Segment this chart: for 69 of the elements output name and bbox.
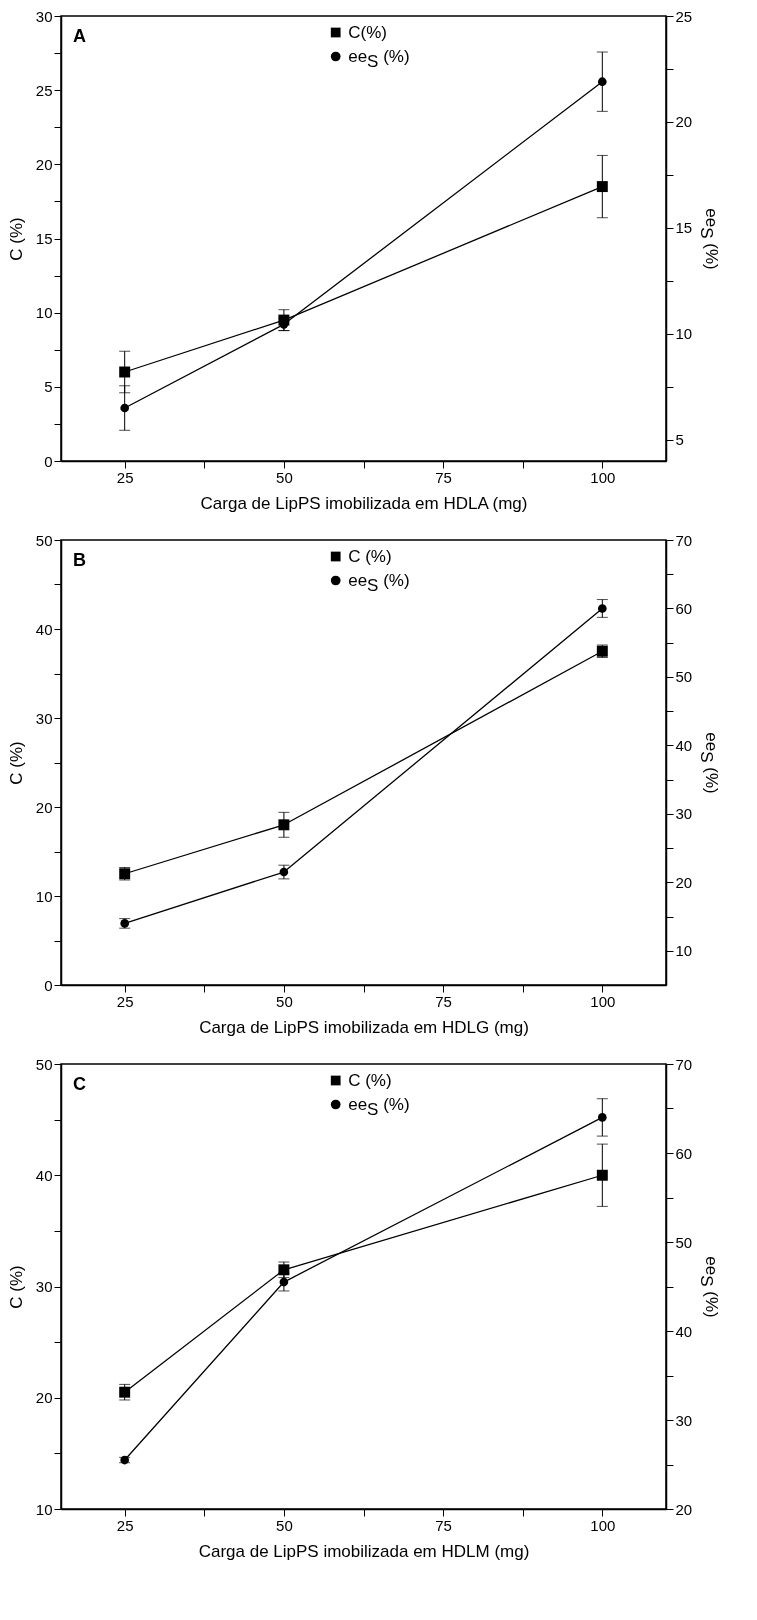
x-tick-label: 25 — [116, 992, 134, 1010]
point — [596, 1169, 608, 1181]
x-axis-title: Carga de LipPS imobilizada em HDLG (mg) — [199, 1017, 529, 1037]
y2-tick-label: 25 — [675, 7, 693, 25]
y2-tick-label: 50 — [675, 1233, 693, 1251]
y-tick-label: 20 — [35, 798, 53, 816]
legend-label: C (%) — [348, 546, 392, 566]
y-tick-label: 15 — [35, 230, 53, 247]
y-tick-label: 30 — [35, 1278, 53, 1295]
y-tick-label: 10 — [35, 1500, 53, 1518]
x-tick-label: 100 — [590, 992, 616, 1010]
y2-tick-label: 30 — [675, 805, 693, 823]
x-axis-title: Carga de LipPS imobilizada em HDLA (mg) — [200, 493, 528, 513]
y-tick-label: 20 — [35, 1389, 53, 1407]
y-tick-label: 40 — [35, 620, 53, 638]
y2-tick-label: 50 — [675, 668, 693, 686]
y-tick-label: 50 — [35, 1055, 53, 1073]
point — [597, 77, 607, 87]
y-tick-label: 10 — [35, 887, 53, 905]
y-tick-label: 30 — [35, 7, 53, 25]
point — [278, 819, 290, 831]
y-tick-label: 5 — [44, 378, 53, 396]
x-tick-label: 100 — [590, 1516, 616, 1534]
x-tick-label: 50 — [276, 1516, 293, 1534]
x-axis-title: Carga de LipPS imobilizada em HDLM (mg) — [198, 1541, 530, 1561]
legend-label: C(%) — [348, 22, 387, 42]
y-tick-label: 0 — [44, 452, 53, 470]
y-tick-label: 30 — [35, 709, 53, 727]
y-axis-title: C (%) — [6, 217, 26, 261]
y-tick-label: 25 — [35, 81, 53, 99]
y2-tick-label: 60 — [675, 599, 693, 617]
y2-tick-label: 20 — [675, 113, 693, 131]
x-tick-label: 25 — [116, 1516, 134, 1534]
x-tick-label: 75 — [435, 468, 452, 486]
y2-tick-label: 10 — [675, 942, 693, 960]
y2-tick-label: 20 — [675, 1500, 693, 1518]
y-axis-title: C (%) — [6, 1265, 26, 1309]
annotation: B — [73, 550, 86, 570]
y-tick-label: 50 — [35, 531, 53, 549]
x-tick-label: 75 — [435, 992, 452, 1010]
y2-tick-label: 40 — [675, 1322, 693, 1340]
y2-tick-label: 40 — [675, 736, 693, 754]
y2-tick-label: 15 — [675, 219, 693, 237]
annotation: A — [73, 26, 86, 46]
legend-label: C (%) — [348, 1070, 392, 1090]
y2-tick-label: 20 — [675, 873, 693, 891]
y2-tick-label: 10 — [675, 325, 693, 343]
x-tick-label: 50 — [276, 992, 293, 1010]
point — [119, 366, 131, 378]
point — [120, 403, 130, 413]
y2-tick-label: 70 — [675, 1055, 693, 1073]
annotation: C — [73, 1074, 86, 1094]
y2-tick-label: 30 — [675, 1411, 693, 1429]
y-axis-title: C (%) — [6, 741, 26, 785]
y-tick-label: 0 — [44, 976, 53, 994]
point — [279, 1277, 289, 1287]
point — [596, 181, 608, 193]
x-tick-label: 50 — [276, 468, 293, 486]
x-tick-label: 25 — [116, 468, 134, 486]
y-tick-label: 40 — [35, 1166, 53, 1184]
point — [597, 1113, 607, 1122]
point — [597, 604, 607, 613]
y-tick-label: 10 — [35, 304, 53, 322]
x-tick-label: 100 — [590, 468, 616, 486]
y2-tick-label: 70 — [675, 531, 693, 549]
y-tick-label: 20 — [35, 155, 53, 173]
x-tick-label: 75 — [435, 1516, 452, 1534]
y2-tick-label: 60 — [675, 1144, 693, 1162]
y2-tick-label: 5 — [675, 431, 684, 449]
